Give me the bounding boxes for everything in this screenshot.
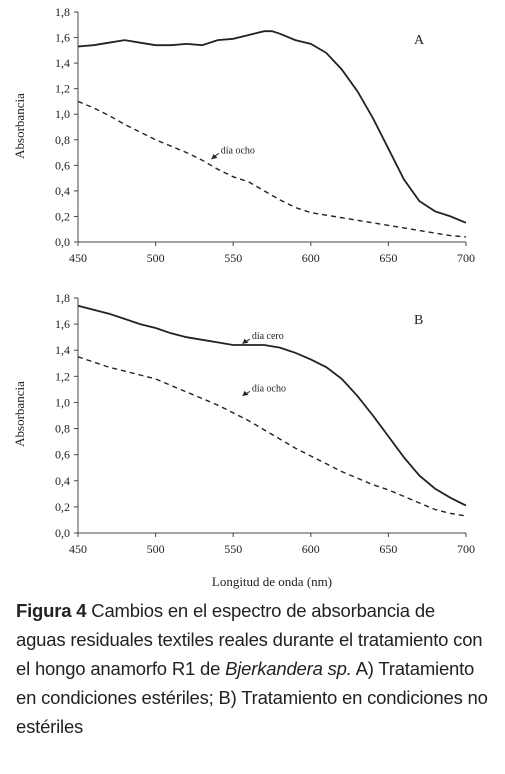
panel-b-x-axis-label: Longitud de onda (nm) xyxy=(212,574,332,589)
panel-b-y-tick-label: 1,2 xyxy=(55,369,70,383)
figure-caption: Figura 4 Cambios en el espectro de absor… xyxy=(16,596,488,741)
panel-b-series-dia-cero-line xyxy=(77,304,467,507)
panel-b: Absorbancia 0,0 0,2 0,4 0,6 0,8 1,0 1,2 1,4 1,6 1… xyxy=(12,291,475,589)
panel-a-y-tick-label: 1,8 xyxy=(55,5,70,19)
panel-a-series-dia-ocho-line xyxy=(77,100,467,238)
panel-b-y-tick-label: 0,2 xyxy=(55,500,70,514)
panel-a-y-tick-label: 1,4 xyxy=(55,56,70,70)
panel-a-letter: A xyxy=(414,33,425,48)
panel-a-x-tick-label: 450 xyxy=(69,251,87,265)
caption-text-1: Cambios en el espectro de absorbancia de… xyxy=(16,600,483,679)
panel-a-x-tick-label: 600 xyxy=(302,251,320,265)
panel-a-x-tick-label: 700 xyxy=(457,251,475,265)
panel-a-series-solid-line xyxy=(77,30,467,224)
panel-a: Absorbancia 0,0 0,2 0,4 0,6 0,8 1,0 1,2 1,4 1,6 1… xyxy=(12,5,475,265)
panel-a-x-tick-label: 500 xyxy=(147,251,165,265)
panel-a-y-tick-label: 1,2 xyxy=(55,82,70,96)
panel-a-x-tick-label: 550 xyxy=(224,251,242,265)
annotation-label: día ocho xyxy=(221,145,255,156)
panel-a-y-tick-label: 0,8 xyxy=(55,133,70,147)
panel-b-x-tick-label: 650 xyxy=(379,542,397,556)
panel-a-y-tick-label: 0,4 xyxy=(55,184,70,198)
annotation-arrowhead xyxy=(242,338,249,344)
annotation-arrowhead xyxy=(211,153,218,159)
panel-b-y-tick-label: 0,8 xyxy=(55,422,70,436)
panel-b-y-tick-label: 0,4 xyxy=(55,474,70,488)
annotation-label: día cero xyxy=(252,331,284,342)
panel-b-y-tick-label: 1,4 xyxy=(55,343,70,357)
panel-b-x-tick-label: 550 xyxy=(224,542,242,556)
panel-a-y-tick-label: 0,0 xyxy=(55,235,70,249)
caption-species: Bjerkandera sp. xyxy=(225,658,352,679)
panel-a-y-tick-label: 0,2 xyxy=(55,209,70,223)
annotation-label: día ocho xyxy=(252,383,286,394)
panel-a-y-tick-label: 1,6 xyxy=(55,31,70,45)
panel-b-x-tick-label: 700 xyxy=(457,542,475,556)
panel-b-y-tick-label: 1,0 xyxy=(55,395,70,409)
panel-b-letter: B xyxy=(414,313,423,328)
caption-text-2: A) Tratamiento en condiciones estériles;… xyxy=(16,658,488,737)
panel-b-y-tick-label: 1,8 xyxy=(55,291,70,305)
panel-b-x-tick-label: 450 xyxy=(69,542,87,556)
panel-b-y-tick-label: 0,6 xyxy=(55,448,70,462)
caption-label: Figura 4 xyxy=(16,600,87,621)
panel-b-series-dia-ocho-line xyxy=(77,356,467,517)
panel-b-x-tick-label: 500 xyxy=(147,542,165,556)
panel-a-y-tick-label: 0,6 xyxy=(55,158,70,172)
panel-a-x-tick-label: 650 xyxy=(379,251,397,265)
figure: Absorbancia 0,0 0,2 0,4 0,6 0,8 1,0 1,2 1,4 1,6 1… xyxy=(12,5,475,589)
panel-a-y-tick-label: 1,0 xyxy=(55,107,70,121)
panel-b-y-tick-label: 0,0 xyxy=(55,526,70,540)
panel-b-x-tick-label: 600 xyxy=(302,542,320,556)
annotation-arrowhead xyxy=(242,390,249,396)
panel-a-y-axis-label: Absorbancia xyxy=(12,93,27,159)
panel-b-y-axis-label: Absorbancia xyxy=(12,381,27,447)
panel-b-y-tick-label: 1,6 xyxy=(55,317,70,331)
